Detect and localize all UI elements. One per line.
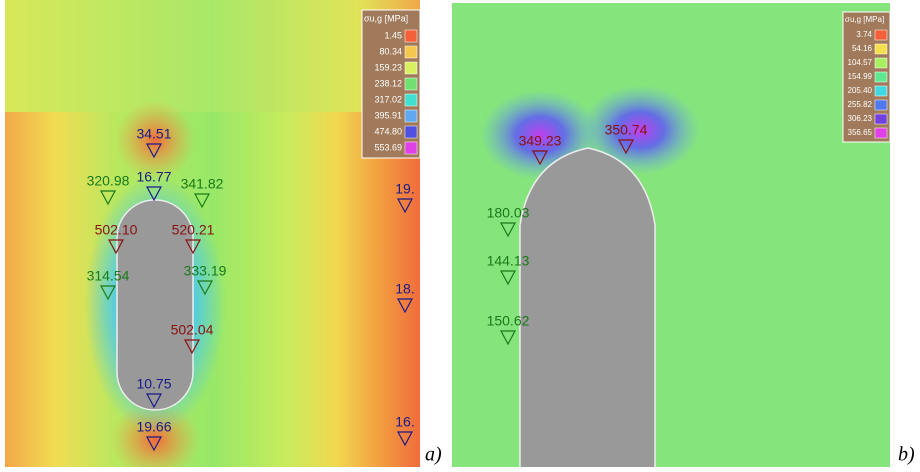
legend-label: 553.69	[374, 142, 402, 152]
legend-label: 80.34	[379, 46, 402, 56]
legend-label: 3.74	[856, 30, 872, 39]
legend-label: 474.80	[374, 126, 402, 136]
legend-title: σu,g [MPa]	[364, 13, 408, 23]
annotation-label: 520.21	[172, 222, 215, 238]
annotation-label: 350.74	[605, 122, 648, 138]
annotation-label: 341.82	[181, 176, 224, 192]
legend-label: 356.65	[848, 128, 873, 137]
annotation-label: 10.75	[136, 376, 171, 392]
legend-swatch	[875, 72, 887, 82]
legend-swatch	[875, 100, 887, 110]
legend-swatch	[405, 126, 417, 138]
figure: σu,g [MPa] 1.45 80.34 159.23 238.12 317.02 395…	[0, 0, 920, 467]
panel-caption: b)	[898, 444, 915, 466]
annotation-label: 18.	[395, 281, 414, 297]
legend-swatch	[405, 62, 417, 74]
legend-swatch	[405, 30, 417, 42]
annotation-label: 16.77	[136, 169, 171, 185]
legend-label: 159.23	[374, 62, 402, 72]
legend-swatch	[405, 46, 417, 58]
annotation-label: 180.03	[487, 205, 530, 221]
annotation-label: 19.66	[136, 419, 171, 435]
annotation-label: 502.10	[95, 222, 138, 238]
legend-label: 154.99	[848, 72, 873, 81]
legend-swatch	[875, 58, 887, 68]
legend-label: 104.57	[848, 58, 873, 67]
annotation-label: 16.	[395, 414, 414, 430]
legend-swatch	[875, 114, 887, 124]
annotation-label: 19.	[395, 181, 414, 197]
annotation-label: 150.62	[487, 313, 530, 329]
annotation-label: 502.04	[171, 322, 214, 338]
legend-label: 54.16	[852, 44, 873, 53]
annotation-label: 333.19	[184, 263, 227, 279]
legend-swatch	[875, 44, 887, 54]
legend-label: 317.02	[374, 94, 402, 104]
legend-swatch	[405, 94, 417, 106]
panel-caption: a)	[425, 444, 442, 466]
legend-label: 205.40	[848, 86, 873, 95]
legend-label: 306.23	[848, 114, 873, 123]
panel-b-field	[452, 3, 890, 467]
annotation-label: 34.51	[136, 126, 171, 142]
legend-swatch	[875, 86, 887, 96]
legend-title: σu,g [MPa]	[845, 15, 884, 24]
legend-swatch	[405, 78, 417, 90]
annotation-label: 349.23	[519, 133, 562, 149]
legend-label: 255.82	[848, 100, 873, 109]
legend-label: 238.12	[374, 78, 402, 88]
annotation-label: 144.13	[487, 253, 530, 269]
legend-label: 395.91	[374, 110, 402, 120]
legend-swatch	[875, 30, 887, 40]
legend-swatch	[875, 128, 887, 138]
legend-label: 1.45	[384, 30, 402, 40]
annotation-label: 314.54	[87, 268, 130, 284]
legend-swatch	[405, 110, 417, 122]
annotation-label: 320.98	[87, 173, 130, 189]
legend-swatch	[405, 142, 417, 154]
